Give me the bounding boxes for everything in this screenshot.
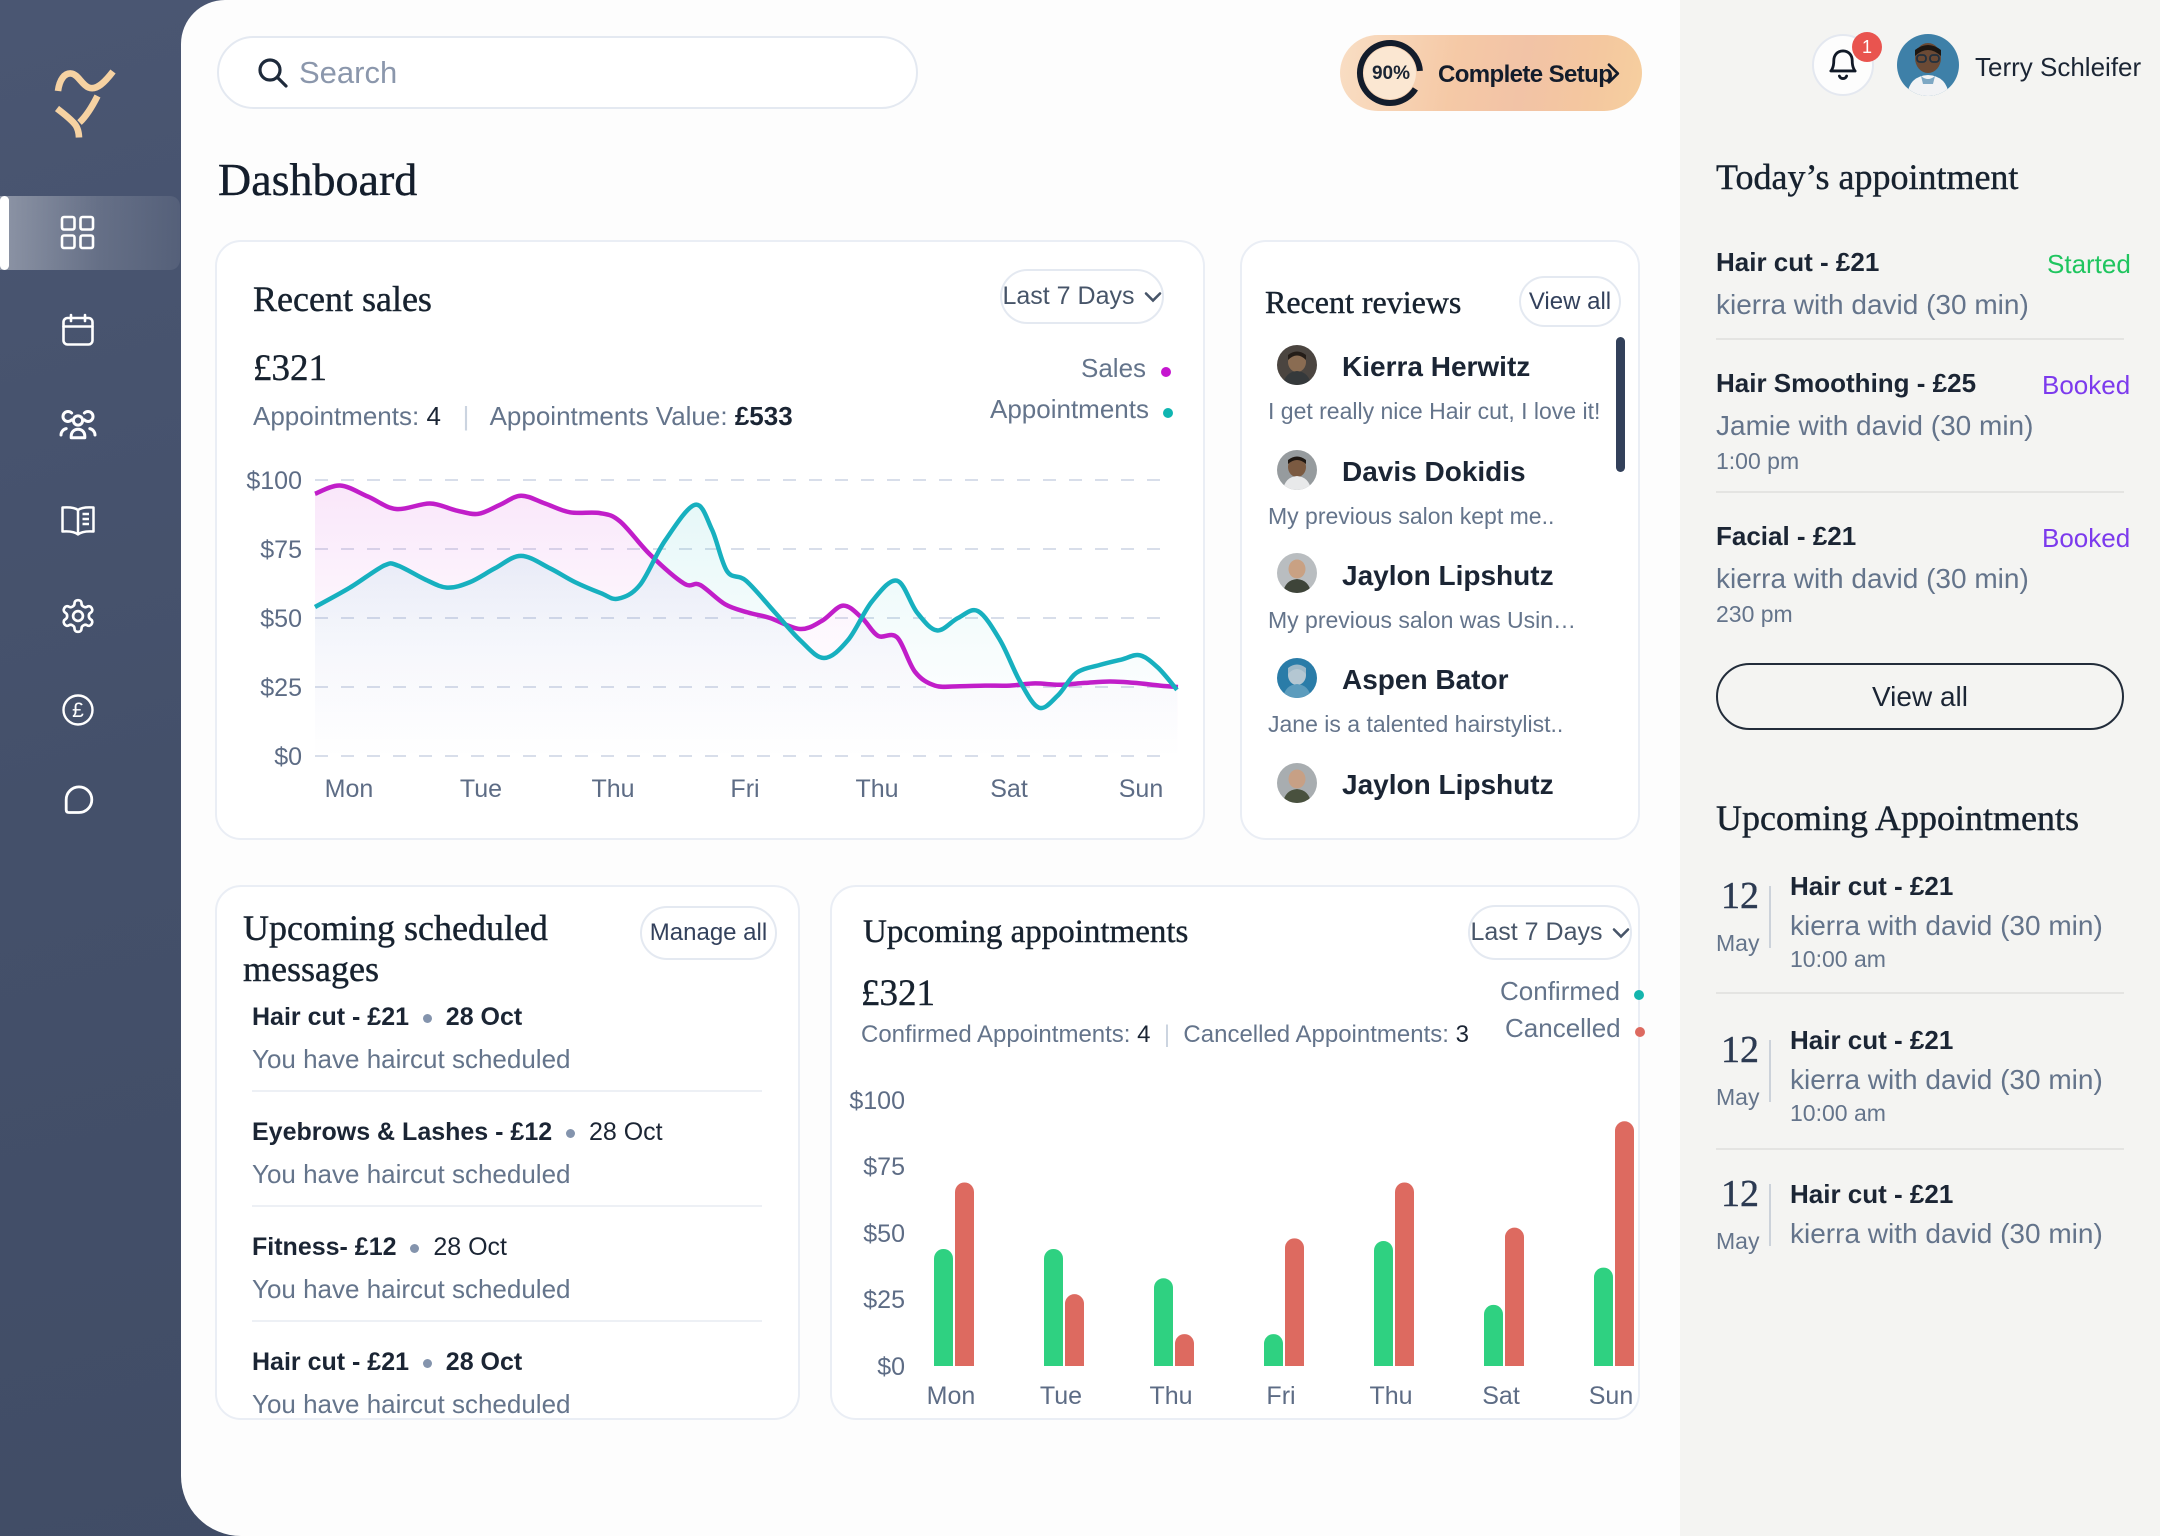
svg-text:$25: $25 <box>863 1286 905 1314</box>
svg-text:Sat: Sat <box>1482 1382 1520 1410</box>
svg-text:Sat: Sat <box>990 775 1028 803</box>
svg-text:$100: $100 <box>246 467 302 495</box>
svg-text:Thu: Thu <box>1149 1382 1192 1410</box>
svg-text:Tue: Tue <box>460 775 502 803</box>
svg-text:Fri: Fri <box>1266 1382 1295 1410</box>
svg-text:Mon: Mon <box>927 1382 976 1410</box>
svg-text:Sun: Sun <box>1119 775 1163 803</box>
svg-text:Thu: Thu <box>1369 1382 1412 1410</box>
svg-text:Tue: Tue <box>1040 1382 1082 1410</box>
svg-text:$100: $100 <box>849 1087 905 1115</box>
svg-text:Mon: Mon <box>325 775 374 803</box>
svg-text:$0: $0 <box>274 743 302 771</box>
svg-text:$50: $50 <box>863 1220 905 1248</box>
svg-text:Thu: Thu <box>591 775 634 803</box>
svg-text:Fri: Fri <box>730 775 759 803</box>
svg-text:$25: $25 <box>260 674 302 702</box>
svg-text:$75: $75 <box>863 1153 905 1181</box>
svg-text:Sun: Sun <box>1589 1382 1633 1410</box>
svg-text:Thu: Thu <box>855 775 898 803</box>
svg-text:$75: $75 <box>260 536 302 564</box>
svg-text:$50: $50 <box>260 605 302 633</box>
svg-text:£: £ <box>72 699 84 722</box>
svg-text:$0: $0 <box>877 1353 905 1381</box>
